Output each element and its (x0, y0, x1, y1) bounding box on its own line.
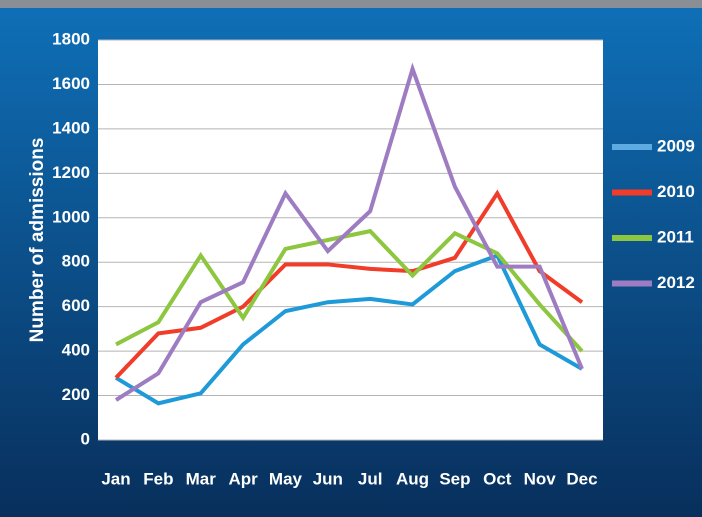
y-tick-label: 600 (62, 296, 90, 315)
plot-area (98, 40, 603, 440)
x-tick-label: Apr (228, 469, 258, 488)
x-tick-label: Jun (313, 469, 343, 488)
series-line (114, 62, 584, 402)
series-line (114, 189, 584, 380)
x-tick-label: Aug (396, 469, 429, 488)
y-tick-label: 400 (62, 341, 90, 360)
legend-label: 2010 (657, 182, 695, 201)
y-tick-label: 1800 (52, 29, 90, 48)
series-line (114, 253, 583, 406)
y-tick-label: 1600 (52, 74, 90, 93)
legend-label: 2009 (657, 136, 695, 155)
y-axis-label: Number of admissions (27, 138, 48, 343)
x-tick-label: Mar (186, 469, 217, 488)
y-tick-label: 1000 (52, 207, 90, 226)
x-tick-label: Feb (143, 469, 173, 488)
series-line (115, 228, 584, 353)
x-tick-label: Jul (358, 469, 383, 488)
top-bar (0, 0, 702, 8)
y-tick-label: 800 (62, 252, 90, 271)
x-tick-label: Jan (101, 469, 130, 488)
y-tick-label: 1400 (52, 118, 90, 137)
x-tick-label: May (269, 469, 303, 488)
y-tick-label: 200 (62, 385, 90, 404)
legend-label: 2012 (657, 273, 695, 292)
x-tick-label: Oct (483, 469, 512, 488)
x-tick-label: Sep (439, 469, 470, 488)
y-tick-label: 1200 (52, 163, 90, 182)
x-tick-label: Dec (566, 469, 597, 488)
x-tick-label: Nov (524, 469, 557, 488)
legend-label: 2011 (657, 227, 694, 246)
y-tick-label: 0 (81, 429, 90, 448)
